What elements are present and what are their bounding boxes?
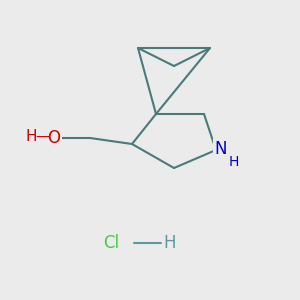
Text: H: H (163, 234, 176, 252)
Text: Cl: Cl (103, 234, 119, 252)
Text: H: H (26, 129, 37, 144)
Text: H: H (229, 155, 239, 169)
Text: N: N (214, 140, 227, 158)
Text: O: O (47, 129, 61, 147)
Text: —: — (36, 131, 50, 145)
